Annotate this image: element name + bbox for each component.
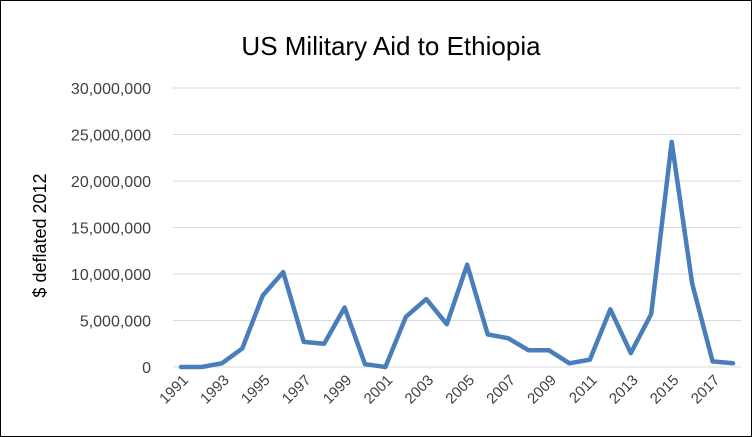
- x-tick-label: 2011: [566, 372, 601, 407]
- x-tick-label: 2015: [647, 372, 683, 408]
- x-tick-label: 2007: [483, 372, 519, 408]
- x-tick-label: 1995: [238, 372, 274, 408]
- chart-title: US Military Aid to Ethiopia: [241, 31, 541, 61]
- y-tick-label: 10,000,000: [71, 267, 151, 284]
- y-tick-label: 25,000,000: [71, 128, 151, 145]
- y-axis-ticks: 0 5,000,000 10,000,000 15,000,000 20,000,000…: [71, 81, 151, 377]
- x-tick-label: 2003: [402, 372, 438, 408]
- x-tick-label: 1993: [197, 372, 233, 408]
- x-tick-label: 2005: [442, 372, 478, 408]
- x-tick-label: 2013: [606, 372, 642, 408]
- x-tick-label: 1999: [320, 372, 356, 408]
- series: [178, 139, 736, 370]
- y-tick-label: 5,000,000: [80, 314, 151, 331]
- y-tick-label: 30,000,000: [71, 81, 151, 98]
- x-tick-label: 1997: [279, 372, 315, 408]
- x-axis-ticks: 1991 1993 1995 1997 1999 2001 2003 2005 2007 2009…: [156, 372, 723, 408]
- x-tick-label: 2017: [688, 372, 724, 408]
- x-tick-label: 2001: [361, 372, 397, 408]
- series-line: [178, 139, 736, 370]
- y-tick-label: 20,000,000: [71, 174, 151, 191]
- x-tick-label: 2009: [524, 372, 560, 408]
- x-tick-label: 1991: [156, 372, 192, 408]
- y-tick-label: 15,000,000: [71, 221, 151, 238]
- y-axis-label: $ deflated 2012: [30, 173, 50, 297]
- y-tick-label: 0: [142, 360, 151, 377]
